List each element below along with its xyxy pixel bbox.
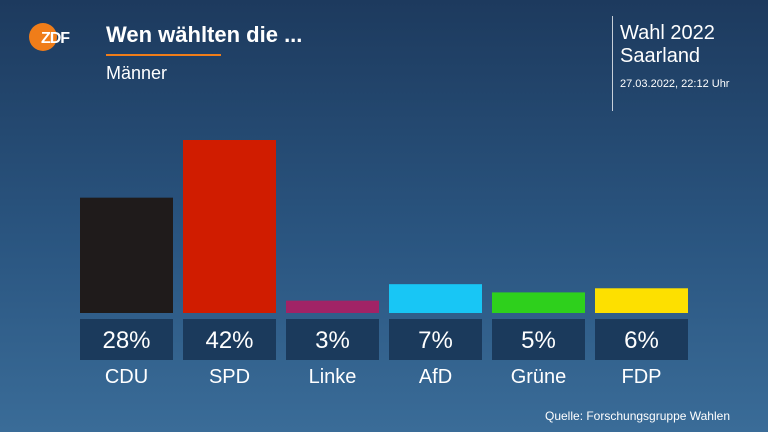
value-box-fdp (595, 319, 688, 360)
value-label-spd: 42% (205, 327, 253, 354)
value-label-gr-ne: 5% (521, 327, 556, 354)
bar-cdu (80, 197, 173, 313)
bar-gr-ne (492, 292, 585, 313)
value-label-afd: 7% (418, 327, 453, 354)
category-label-afd: AfD (419, 366, 452, 388)
election-timestamp: 27.03.2022, 22:12 Uhr (620, 78, 730, 90)
bar-fdp (595, 288, 688, 313)
page-subtitle: Männer (106, 63, 168, 83)
election-title: Wahl 2022 Saarland (620, 22, 715, 68)
category-label-cdu: CDU (105, 366, 148, 388)
category-label-gr-ne: Grüne (511, 366, 567, 388)
header-divider (612, 16, 613, 111)
value-label-fdp: 6% (624, 327, 659, 354)
value-box-gr-ne (492, 319, 585, 360)
bar-linke (286, 300, 379, 313)
bar-spd (183, 140, 276, 313)
value-box-spd (183, 319, 276, 360)
value-box-afd (389, 319, 482, 360)
election-region: Saarland (620, 45, 701, 67)
bar-afd (389, 284, 482, 313)
value-label-cdu: 28% (102, 327, 150, 354)
title-underline (106, 54, 221, 56)
logo-text: ZDF (41, 30, 70, 47)
zdf-logo: ZDF (29, 23, 71, 51)
category-label-linke: Linke (309, 366, 357, 388)
value-box-linke (286, 319, 379, 360)
value-box-cdu (80, 319, 173, 360)
source-note: Quelle: Forschungsgruppe Wahlen (545, 409, 730, 423)
election-name: Wahl 2022 (620, 22, 715, 44)
category-label-spd: SPD (209, 366, 250, 388)
page-title: Wen wählten die ... (106, 22, 303, 47)
category-label-fdp: FDP (622, 366, 662, 388)
value-label-linke: 3% (315, 327, 350, 354)
